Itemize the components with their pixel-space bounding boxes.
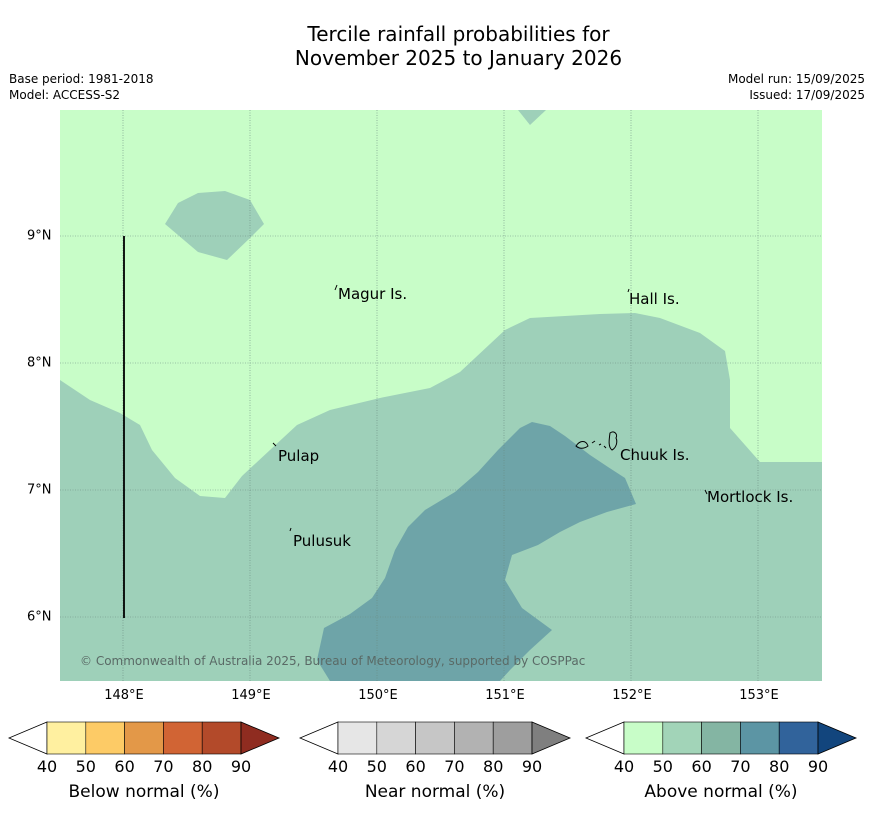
colorbar-segment: [623, 721, 664, 755]
band-60-70-tongue: [317, 422, 636, 681]
colorbar-extend-high: [817, 721, 858, 755]
colorbar-tick-label: 60: [405, 757, 426, 776]
y-tick-label: 7°N: [27, 482, 52, 498]
place-label-chuuk: Chuuk Is.: [620, 446, 690, 464]
colorbar-segment: [46, 721, 87, 755]
colorbar-tick-label: 90: [230, 757, 252, 776]
place-label-pulap: Pulap: [278, 447, 320, 465]
colorbar-segment: [163, 721, 203, 755]
colorbar-tick-label: 70: [444, 757, 465, 776]
colorbar-segment: [415, 721, 455, 755]
colorbar-tick-label: 80: [192, 757, 213, 776]
colorbar-title-near: Near normal (%): [364, 782, 506, 802]
colorbar-segment: [376, 721, 416, 755]
colorbar-title-above: Above normal (%): [644, 782, 798, 802]
colorbar-tick-label: 90: [807, 757, 829, 776]
title-line-2: November 2025 to January 2026: [294, 46, 623, 70]
colorbar-tick-label: 50: [652, 757, 673, 776]
colorbar-extend-high: [531, 721, 572, 755]
band-50-60-main: [60, 313, 822, 681]
graticule: [60, 110, 822, 681]
island-outlines: [272, 284, 708, 532]
colorbar-segment: [337, 721, 378, 755]
colorbar-extend-low: [7, 721, 48, 755]
x-tick-label: 151°E: [485, 688, 525, 703]
meta-right: Model run: 15/09/2025 Issued: 17/09/2025: [728, 71, 865, 103]
colorbar-segment: [454, 721, 494, 755]
colorbar-tick-label: 70: [730, 757, 751, 776]
colorbar-tick-label: 60: [114, 757, 135, 776]
colorbar-segment: [662, 721, 702, 755]
y-tick-label: 9°N: [27, 228, 52, 244]
place-label-magur: Magur Is.: [338, 285, 408, 303]
map-title: Tercile rainfall probabilities for Novem…: [0, 22, 873, 70]
colorbar-tick-label: 50: [75, 757, 96, 776]
colorbar-extend-high: [240, 721, 281, 755]
colorbar-segment: [740, 721, 780, 755]
band-50-60-notch-north: [518, 110, 546, 125]
colorbar-tick-label: 80: [769, 757, 790, 776]
x-tick-label: 153°E: [739, 688, 779, 703]
colorbar-near-normal: [298, 721, 572, 755]
colorbar-tick-label: 50: [366, 757, 387, 776]
meta-left: Base period: 1981-2018 Model: ACCESS-S2: [9, 71, 154, 103]
colorbar-segment: [201, 721, 242, 755]
band-50-60-blob-northwest: [165, 191, 264, 260]
colorbar-segment: [124, 721, 164, 755]
colorbar-tick-label: 40: [36, 757, 58, 776]
colorbar-tick-label: 60: [691, 757, 712, 776]
model-label: Model: ACCESS-S2: [9, 88, 121, 102]
colorbar-segment: [492, 721, 533, 755]
y-tick-label: 6°N: [27, 609, 52, 625]
place-label-mortlock: Mortlock Is.: [707, 488, 794, 506]
x-tick-label: 150°E: [358, 688, 398, 703]
colorbar-extend-low: [298, 721, 339, 755]
colorbar-below-normal: [7, 721, 281, 755]
colorbar-tick-label: 90: [521, 757, 543, 776]
colorbar-tick-label: 40: [613, 757, 635, 776]
issued-label: Issued: 17/09/2025: [749, 88, 865, 102]
y-tick-label: 8°N: [27, 355, 52, 371]
x-tick-label: 149°E: [231, 688, 271, 703]
base-period-label: Base period: 1981-2018: [9, 72, 154, 86]
colorbar-tick-label: 70: [153, 757, 174, 776]
colorbar-segment: [701, 721, 741, 755]
x-tick-label: 148°E: [104, 688, 144, 703]
colorbar-tick-label: 80: [483, 757, 504, 776]
colorbar-segment: [778, 721, 819, 755]
place-label-hall: Hall Is.: [629, 290, 680, 308]
colorbar-extend-low: [584, 721, 625, 755]
title-line-1: Tercile rainfall probabilities for: [307, 22, 610, 46]
colorbar-segment: [85, 721, 125, 755]
colorbar-tick-label: 40: [327, 757, 349, 776]
x-tick-label: 152°E: [612, 688, 652, 703]
copyright-credit: © Commonwealth of Australia 2025, Bureau…: [80, 654, 586, 668]
model-run-label: Model run: 15/09/2025: [727, 72, 865, 86]
place-label-pulusuk: Pulusuk: [293, 532, 351, 550]
colorbar-title-below: Below normal (%): [68, 782, 220, 802]
colorbar-above-normal: [584, 721, 858, 755]
